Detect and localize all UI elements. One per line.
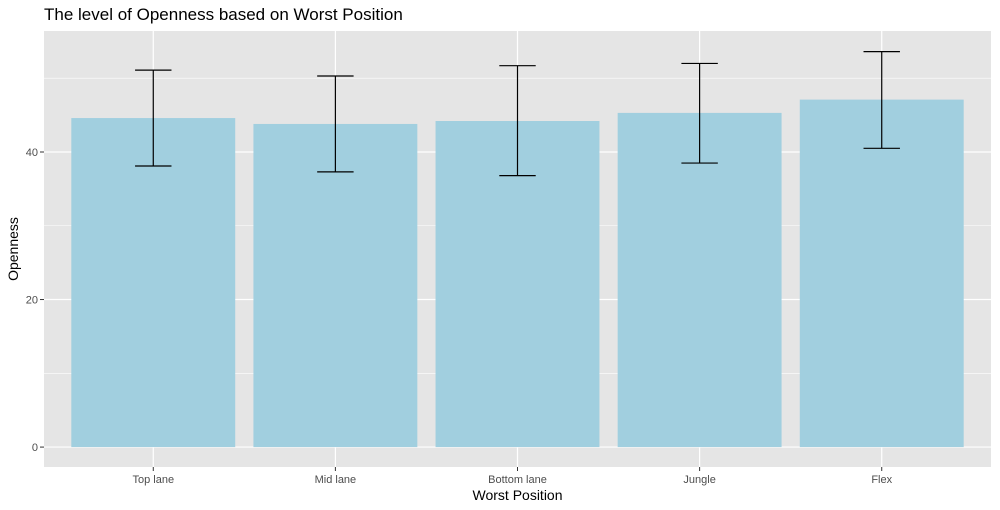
y-axis-ticks: 0 20 40 xyxy=(26,147,44,454)
x-axis-title: Worst Position xyxy=(473,487,563,503)
error-bar xyxy=(499,65,536,177)
bar-jungle xyxy=(617,112,782,448)
y-tick-label: 0 xyxy=(32,442,38,454)
bar-flex xyxy=(799,99,964,448)
y-tick-label: 20 xyxy=(26,295,38,307)
error-bar xyxy=(317,75,354,173)
x-tick-label: Mid lane xyxy=(315,474,357,486)
x-tick-label: Bottom lane xyxy=(488,474,547,486)
chart-title: The level of Openness based on Worst Pos… xyxy=(44,5,403,24)
bar-mid-lane xyxy=(253,123,418,448)
x-axis-ticks: Top lane Mid lane Bottom lane Jungle Flex xyxy=(132,467,893,486)
y-axis-title: Openness xyxy=(5,217,21,281)
x-tick-label: Top lane xyxy=(132,474,174,486)
error-bar xyxy=(681,62,718,164)
x-tick-label: Jungle xyxy=(683,474,715,486)
bar-top-lane xyxy=(71,118,236,448)
bars xyxy=(71,99,964,448)
error-bar xyxy=(135,69,172,167)
error-bar xyxy=(863,51,900,149)
error-bars xyxy=(135,51,900,177)
x-tick-label: Flex xyxy=(871,474,892,486)
y-tick-label: 40 xyxy=(26,147,38,159)
